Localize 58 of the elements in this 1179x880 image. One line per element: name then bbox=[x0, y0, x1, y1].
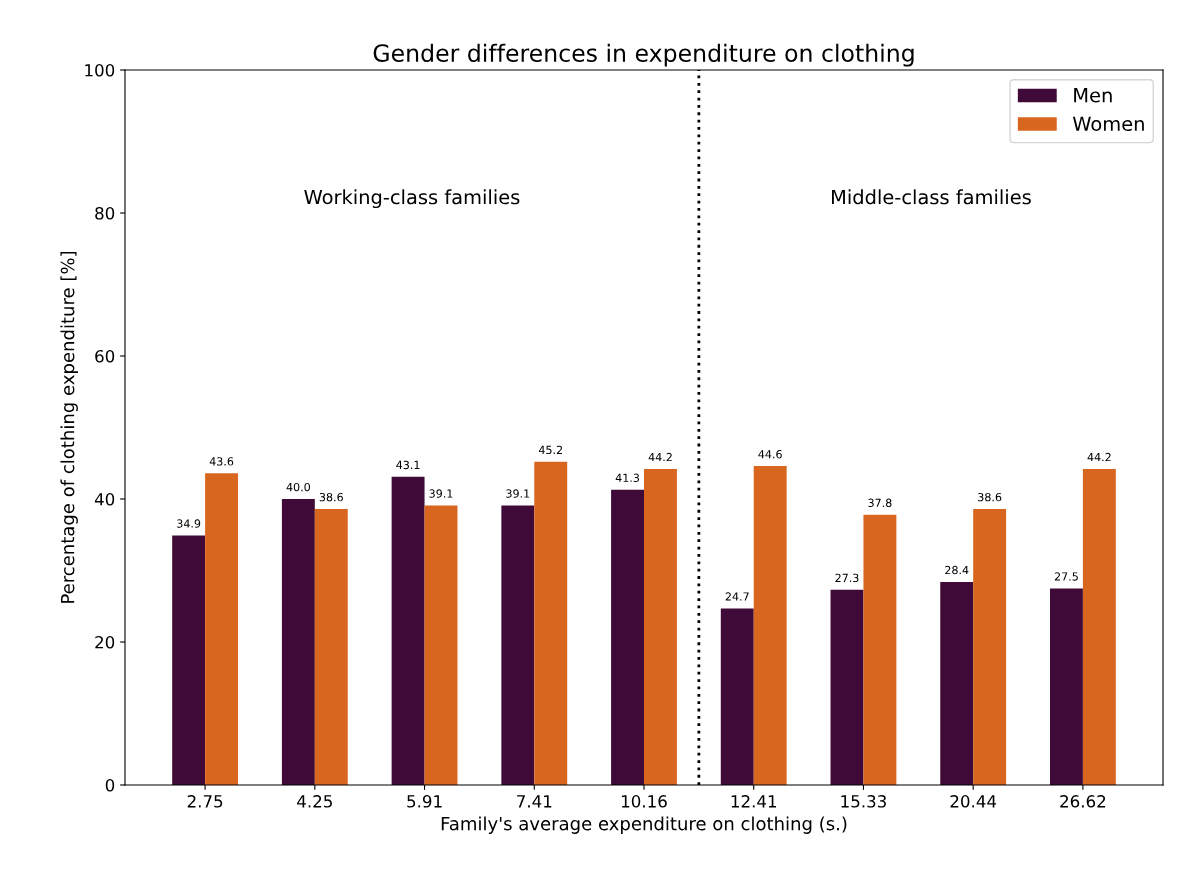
x-tick-label: 4.25 bbox=[297, 795, 332, 808]
bar bbox=[501, 505, 535, 785]
x-tick-label: 2.75 bbox=[187, 795, 223, 808]
data-label: 44.2 bbox=[1087, 452, 1111, 462]
bar bbox=[172, 535, 206, 785]
bar bbox=[534, 461, 568, 785]
y-tick-label: 0 bbox=[105, 778, 115, 792]
bar bbox=[973, 509, 1007, 785]
data-label: 27.3 bbox=[835, 573, 859, 583]
data-label: 39.1 bbox=[429, 489, 453, 498]
bar bbox=[1082, 468, 1116, 785]
data-label: 34.9 bbox=[177, 519, 201, 528]
bar bbox=[424, 505, 458, 785]
bar bbox=[830, 589, 864, 785]
data-label: 44.6 bbox=[758, 450, 782, 459]
data-label: 44.2 bbox=[648, 452, 672, 462]
data-label: 43.1 bbox=[396, 460, 420, 470]
bar bbox=[391, 476, 425, 785]
y-tick-label: 60 bbox=[95, 349, 115, 363]
data-label: 24.7 bbox=[725, 592, 749, 601]
data-label: 37.8 bbox=[868, 498, 892, 508]
data-label: 28.4 bbox=[945, 565, 969, 575]
data-label: 39.1 bbox=[506, 489, 530, 498]
y-axis-title: Percentage of clothing expenditure [%] bbox=[60, 251, 78, 603]
bar bbox=[205, 473, 239, 785]
x-tick-label: 26.62 bbox=[1060, 795, 1106, 808]
data-label: 40.0 bbox=[286, 482, 310, 492]
annotation: Working-class families bbox=[304, 189, 520, 209]
x-tick-label: 7.41 bbox=[517, 795, 552, 808]
annotation: Middle-class families bbox=[831, 189, 1031, 205]
bar bbox=[281, 499, 315, 785]
legend-label: Women bbox=[1072, 116, 1144, 132]
x-tick-label: 12.41 bbox=[731, 795, 777, 808]
bar bbox=[611, 489, 644, 785]
y-tick-label: 20 bbox=[95, 635, 115, 649]
bar bbox=[720, 608, 754, 785]
x-tick-label: 10.16 bbox=[621, 795, 667, 808]
data-label: 41.3 bbox=[615, 473, 640, 482]
y-tick-label: 40 bbox=[94, 492, 115, 506]
legend-label: Men bbox=[1074, 88, 1112, 103]
data-label: 27.5 bbox=[1054, 572, 1078, 581]
y-tick-label: 80 bbox=[95, 206, 115, 220]
x-tick-label: 20.44 bbox=[950, 795, 997, 808]
data-label: 38.6 bbox=[319, 492, 343, 502]
bar bbox=[940, 581, 974, 785]
bar bbox=[863, 514, 897, 785]
x-axis-title: Family's average expenditure on clothing (s.) bbox=[441, 816, 847, 834]
bar bbox=[644, 468, 677, 785]
data-label: 43.6 bbox=[209, 457, 234, 466]
bar bbox=[314, 509, 348, 785]
y-tick-label: 100 bbox=[85, 63, 115, 77]
data-label: 38.6 bbox=[978, 492, 1002, 502]
bar bbox=[753, 466, 787, 785]
chart-title: Gender differences in expenditure on clothing bbox=[373, 43, 914, 67]
x-tick-label: 5.91 bbox=[407, 795, 442, 808]
bar bbox=[1049, 588, 1083, 785]
x-tick-label: 15.33 bbox=[841, 795, 886, 808]
data-label: 45.2 bbox=[538, 445, 562, 455]
